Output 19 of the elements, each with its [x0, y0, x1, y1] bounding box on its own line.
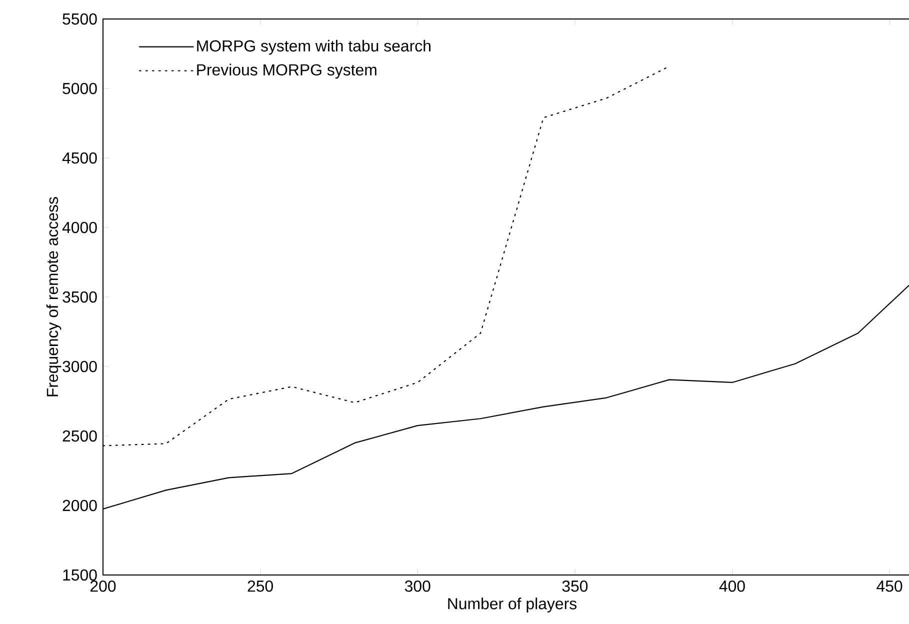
y-tick-label: 1500 [63, 569, 97, 581]
y-tick-label: 5000 [62, 82, 97, 94]
y-tick-label: 2000 [62, 500, 97, 512]
y-tick-label: 3500 [62, 291, 97, 303]
x-tick-label: 250 [248, 580, 273, 592]
legend-label: MORPG system with tabu search [197, 40, 430, 55]
y-tick-label: 4500 [62, 152, 97, 164]
x-tick-label: 200 [90, 580, 116, 592]
y-tick-label: 4000 [62, 222, 97, 234]
y-tick-label: 5500 [62, 13, 97, 25]
x-tick-label: 400 [719, 580, 745, 592]
y-tick-label: 2500 [62, 430, 97, 442]
x-axis-title: Number of players [448, 598, 577, 612]
x-tick-label: 300 [404, 580, 430, 592]
x-tick-label: 350 [562, 580, 588, 592]
legend-label: Previous MORPG system [197, 64, 376, 79]
x-tick-label: 450 [876, 580, 902, 592]
y-tick-label: 3000 [62, 360, 97, 372]
y-axis-title: Frequency of remote access [46, 197, 62, 396]
